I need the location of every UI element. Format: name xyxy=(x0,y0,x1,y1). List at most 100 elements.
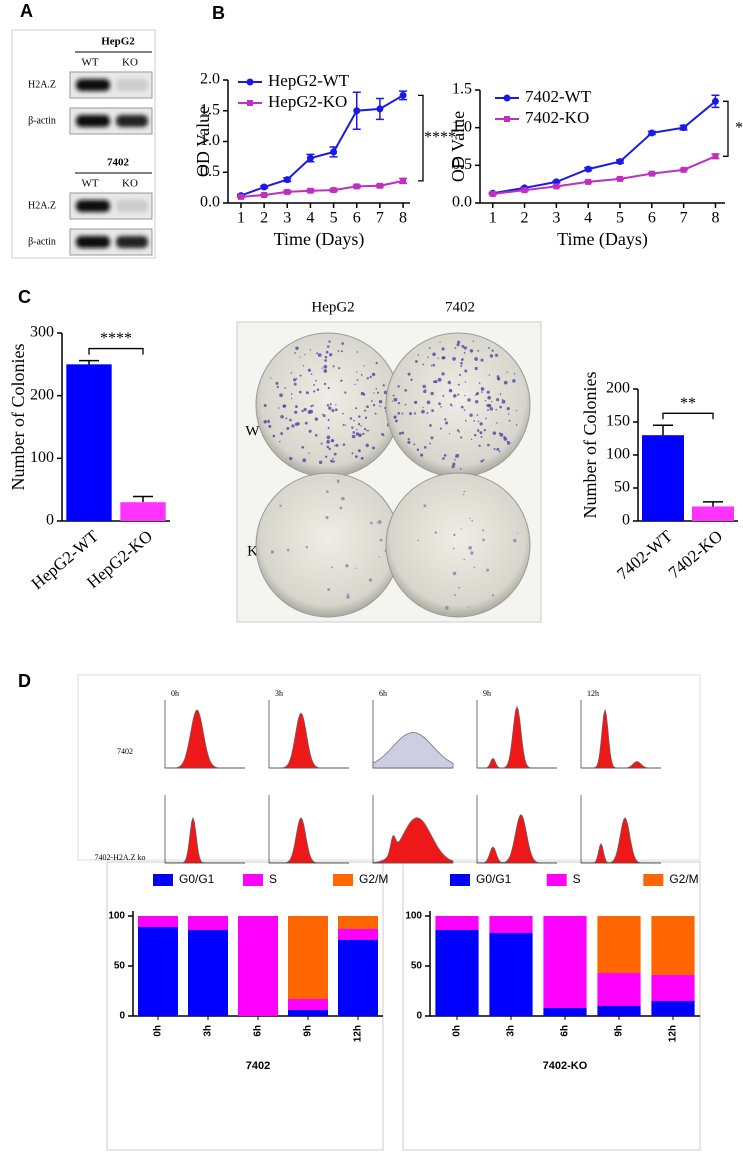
colony xyxy=(439,427,442,430)
colony xyxy=(469,349,474,353)
colony xyxy=(267,419,270,421)
colony xyxy=(360,425,362,427)
colony xyxy=(263,420,268,424)
significance-bracket xyxy=(723,100,729,157)
colony xyxy=(496,376,501,381)
colony xyxy=(432,352,436,357)
colony xyxy=(444,418,447,421)
colony xyxy=(453,533,456,537)
blot-frame xyxy=(11,29,156,259)
colony xyxy=(438,402,441,406)
y-tick-label: 1.5 xyxy=(200,101,220,118)
colony xyxy=(499,393,502,396)
colony xyxy=(326,435,331,440)
colony xyxy=(499,405,502,409)
colony xyxy=(473,433,477,437)
colony xyxy=(310,373,313,375)
y-tick-label: 300 xyxy=(30,324,54,341)
colony xyxy=(416,448,420,452)
x-tick-label: 6 xyxy=(353,210,361,227)
colony xyxy=(478,444,481,447)
colony xyxy=(475,400,479,404)
colony xyxy=(275,381,279,385)
colony xyxy=(442,394,445,397)
colony xyxy=(496,447,500,451)
x-tick-label: 6h xyxy=(560,1025,571,1037)
blot-band xyxy=(76,236,110,248)
bar-segment xyxy=(489,916,533,933)
colony xyxy=(454,593,457,596)
colony xyxy=(326,345,330,348)
error-bar xyxy=(703,501,723,507)
colony xyxy=(444,606,449,610)
x-tick-label: 4 xyxy=(584,210,592,227)
x-tick-label: 8 xyxy=(711,210,719,227)
colony xyxy=(452,462,456,466)
colony xyxy=(410,378,413,381)
blot-row-label: H2A.Z xyxy=(28,200,56,211)
legend-swatch xyxy=(450,874,470,886)
y-tick-label: 0.0 xyxy=(452,194,472,211)
colony xyxy=(442,457,445,460)
significance-bracket xyxy=(88,347,144,355)
marker xyxy=(306,154,314,162)
colony xyxy=(464,419,467,422)
legend-swatch xyxy=(243,874,263,886)
lane-label: KO xyxy=(122,57,138,69)
y-tick-label: 0 xyxy=(622,512,630,529)
marker xyxy=(376,182,383,189)
bar-segment xyxy=(338,940,378,1016)
colony xyxy=(382,384,385,387)
marker xyxy=(261,192,268,199)
bar xyxy=(120,502,166,521)
marker xyxy=(260,183,268,191)
x-tick-label: 2 xyxy=(521,210,529,227)
y-axis-label: OD Value xyxy=(193,106,213,177)
colony xyxy=(368,578,373,582)
marker xyxy=(585,178,592,185)
flow-peak xyxy=(269,712,349,769)
colony xyxy=(335,443,339,447)
colony xyxy=(305,391,309,395)
colony xyxy=(489,354,494,358)
colony xyxy=(413,400,418,405)
colony xyxy=(467,398,471,402)
colony xyxy=(460,436,463,439)
x-tick-label: 6h xyxy=(253,1025,264,1037)
colony xyxy=(474,366,478,371)
colony xyxy=(333,460,336,463)
colony xyxy=(355,432,360,436)
colony xyxy=(437,357,439,359)
panel-letter: A xyxy=(20,1,33,21)
marker xyxy=(247,100,253,106)
colony xyxy=(455,453,460,458)
x-tick-label: 7 xyxy=(680,210,688,227)
colony xyxy=(316,388,320,391)
colony xyxy=(477,420,480,423)
colony xyxy=(356,371,358,373)
colony xyxy=(457,383,460,386)
colony xyxy=(401,412,404,415)
colony xyxy=(417,354,420,356)
flow-peak xyxy=(164,709,245,769)
colony xyxy=(496,422,498,424)
colony xyxy=(491,594,495,597)
legend-label: HepG2-KO xyxy=(268,92,347,111)
legend-swatch xyxy=(546,874,567,886)
colony xyxy=(464,394,466,397)
colony xyxy=(489,407,494,411)
colony xyxy=(430,364,433,367)
colony xyxy=(465,346,468,349)
marker xyxy=(680,124,688,132)
colony xyxy=(401,431,405,435)
colony xyxy=(367,429,370,432)
colony xyxy=(372,403,376,407)
colony xyxy=(286,427,290,431)
colony xyxy=(301,409,304,413)
colony xyxy=(357,449,361,453)
x-axis-label: 7402-KO xyxy=(543,1060,588,1072)
bar-segment xyxy=(651,916,695,975)
colony xyxy=(471,519,473,522)
colony xyxy=(358,433,362,438)
